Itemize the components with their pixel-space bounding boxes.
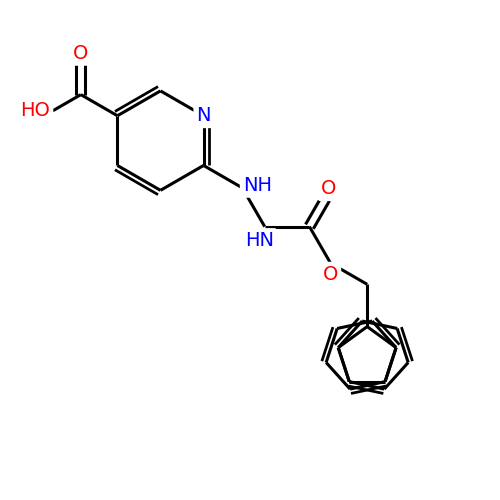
Text: NH: NH xyxy=(242,176,272,195)
Text: HN: HN xyxy=(245,231,274,250)
Text: N: N xyxy=(196,106,211,125)
Text: O: O xyxy=(323,264,338,283)
Text: O: O xyxy=(320,179,336,198)
Text: HO: HO xyxy=(20,102,50,120)
Text: O: O xyxy=(73,44,88,63)
